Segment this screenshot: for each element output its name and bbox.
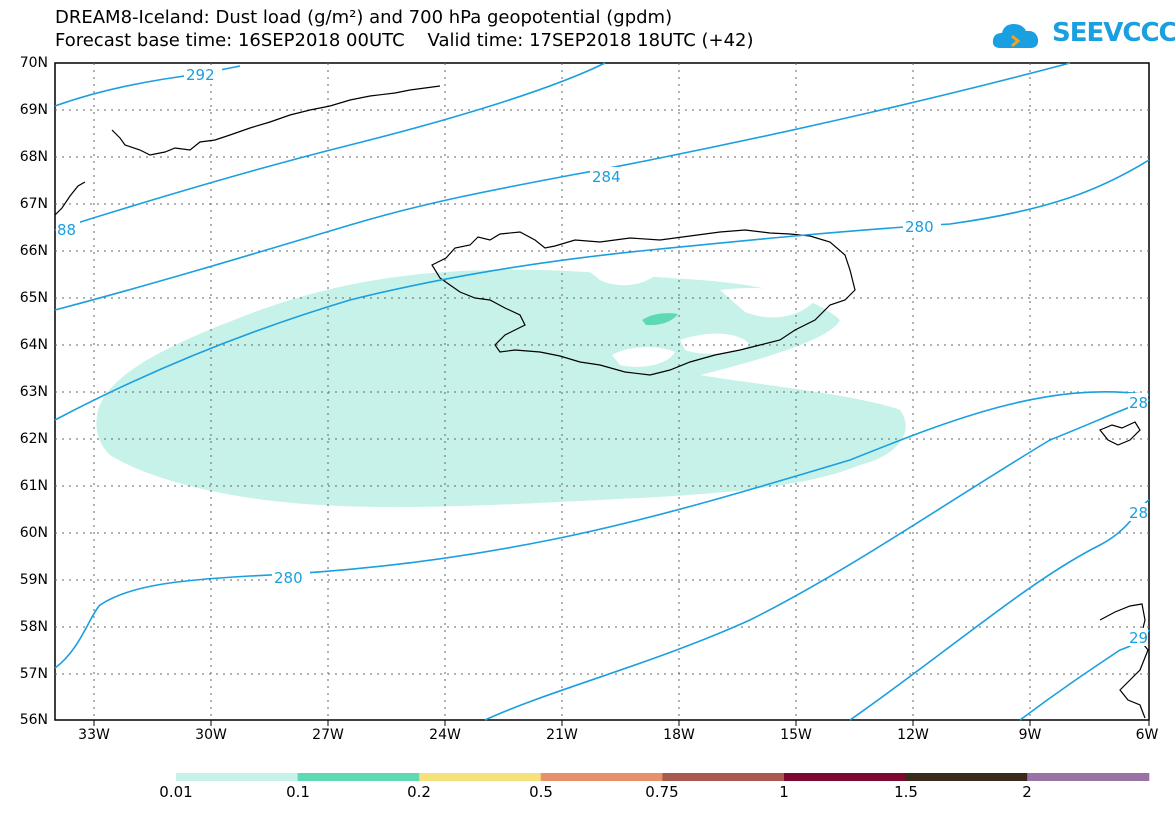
faroe-coast	[1099, 421, 1141, 446]
lat-label: 68N	[19, 149, 48, 165]
colorbar-segment	[297, 773, 420, 781]
contour-label: 28	[1129, 504, 1148, 522]
lat-label: 63N	[19, 384, 48, 400]
lat-label: 59N	[19, 572, 48, 588]
iceland-coast	[431, 229, 856, 376]
colorbar-label: 2	[1022, 783, 1032, 801]
colorbar-segment	[784, 773, 907, 781]
colorbar-segment	[419, 773, 542, 781]
colorbar-segment	[540, 773, 663, 781]
lat-label: 57N	[19, 666, 48, 682]
lat-label: 60N	[19, 525, 48, 541]
lon-label: 33W	[78, 727, 110, 743]
lon-label: 27W	[312, 727, 344, 743]
colorbar-segment	[662, 773, 785, 781]
lat-label: 66N	[19, 243, 48, 259]
colorbar-label: 1	[779, 783, 789, 801]
colorbar-label: 0.01	[159, 783, 193, 801]
lat-label: 58N	[19, 619, 48, 635]
colorbar-label: 0.1	[286, 783, 310, 801]
contour-label: 28	[1129, 394, 1148, 412]
axis-ticks	[93, 720, 1150, 726]
colorbar	[176, 773, 1150, 781]
lat-label: 69N	[19, 102, 48, 118]
graticule	[55, 63, 1149, 720]
colorbar-label: 0.2	[407, 783, 431, 801]
contour-label: 29	[1129, 629, 1148, 647]
colorbar-segment	[905, 773, 1028, 781]
lon-label: 24W	[429, 727, 461, 743]
colorbar-segment	[1027, 773, 1150, 781]
logo-text: SEEVCCC	[1052, 18, 1175, 48]
chart-title: DREAM8-Iceland: Dust load (g/m²) and 700…	[55, 7, 673, 28]
coastlines	[54, 85, 1149, 719]
greenland-coast	[111, 85, 441, 156]
lon-label: 9W	[1018, 727, 1042, 743]
lat-label: 62N	[19, 431, 48, 447]
dust-area-mid	[642, 313, 678, 326]
cloud-logo-icon	[992, 24, 1039, 48]
greenland-coast-west	[54, 181, 86, 216]
colorbar-segment	[176, 773, 299, 781]
lon-label: 21W	[546, 727, 578, 743]
scotland-coast	[1099, 603, 1149, 719]
colorbar-label: 0.75	[645, 783, 679, 801]
contour-label: 292	[186, 66, 215, 84]
lon-label: 12W	[897, 727, 929, 743]
contour-label: 284	[592, 168, 621, 186]
lon-label: 15W	[780, 727, 812, 743]
colorbar-label: 0.5	[529, 783, 553, 801]
lat-label: 70N	[19, 55, 48, 71]
contour-label: 280	[905, 218, 934, 236]
lat-label: 64N	[19, 337, 48, 353]
contour-label: 88	[57, 221, 76, 239]
lat-label: 61N	[19, 478, 48, 494]
contour-label: 280	[274, 569, 303, 587]
chart-subtitle: Forecast base time: 16SEP2018 00UTC Vali…	[55, 30, 754, 51]
lon-label: 30W	[195, 727, 227, 743]
dust-area-low	[96, 269, 906, 508]
lat-label: 56N	[19, 712, 48, 728]
lat-label: 65N	[19, 290, 48, 306]
lon-label: 18W	[663, 727, 695, 743]
lon-label: 6W	[1135, 727, 1159, 743]
colorbar-label: 1.5	[894, 783, 918, 801]
lat-label: 67N	[19, 196, 48, 212]
